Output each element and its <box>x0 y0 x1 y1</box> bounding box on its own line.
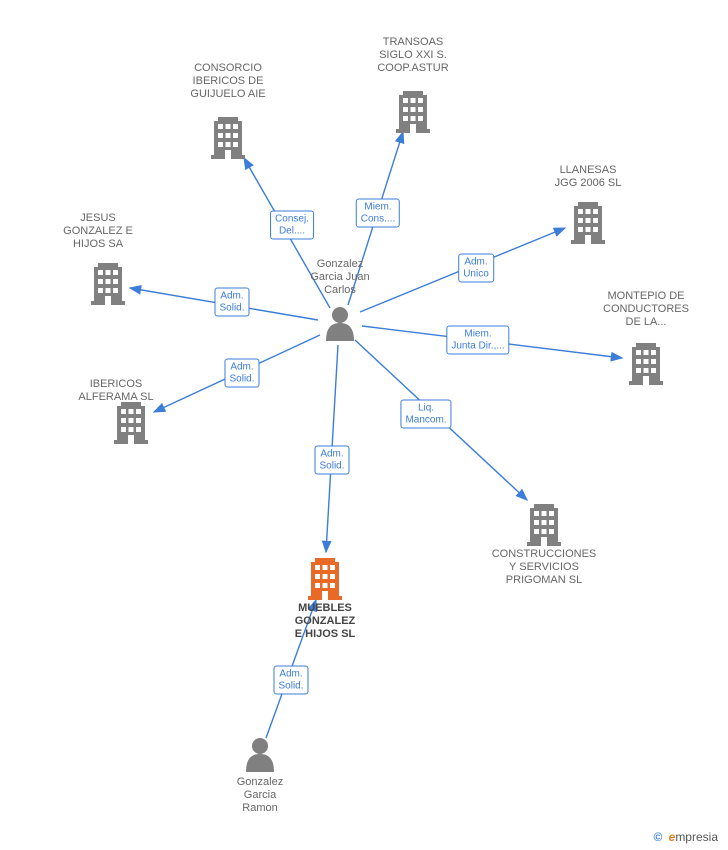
graph-svg <box>0 0 728 850</box>
building-icon <box>396 91 430 133</box>
edge-label: Liq.Mancom. <box>400 400 451 429</box>
node-label: MUEBLESGONZALEZE HIJOS SL <box>270 602 380 642</box>
node-label: IBERICOSALFERAMA SL <box>61 378 171 404</box>
edge-label: Adm.Solid. <box>214 288 249 317</box>
edge-label: Adm.Unico <box>458 254 494 283</box>
edge-label: Adm.Solid. <box>314 446 349 475</box>
brand-rest: mpresia <box>675 830 718 844</box>
node-label: JESUSGONZALEZ EHIJOS SA <box>43 212 153 252</box>
node-label: GonzalezGarciaRamon <box>205 776 315 816</box>
person-icon <box>246 738 274 772</box>
node-label: CONSTRUCCIONESY SERVICIOSPRIGOMAN SL <box>489 548 599 588</box>
building-icon <box>91 263 125 305</box>
edge-label: Adm.Solid. <box>224 359 259 388</box>
copyright-symbol: © <box>653 830 662 844</box>
edge-label: Miem.Junta Dir.,... <box>446 326 509 355</box>
node-label: MONTEPIO DECONDUCTORESDE LA... <box>591 290 701 330</box>
building-icon <box>308 558 342 600</box>
node-label-center: GonzalezGarcia JuanCarlos <box>285 258 395 298</box>
building-icon <box>114 402 148 444</box>
person-icon <box>326 307 354 341</box>
building-icon <box>571 202 605 244</box>
node-label: TRANSOASSIGLO XXI S.COOP.ASTUR <box>358 36 468 76</box>
building-icon <box>629 343 663 385</box>
edge-label: Consej.Del.... <box>270 211 314 240</box>
attribution: © empresia <box>653 830 718 844</box>
building-icon <box>527 504 561 546</box>
edge-label: Adm.Solid. <box>273 666 308 695</box>
node-label: CONSORCIOIBERICOS DEGUIJUELO AIE <box>173 62 283 102</box>
node-label: LLANESASJGG 2006 SL <box>533 164 643 190</box>
edge-label: Miem.Cons.... <box>356 199 400 228</box>
building-icon <box>211 117 245 159</box>
